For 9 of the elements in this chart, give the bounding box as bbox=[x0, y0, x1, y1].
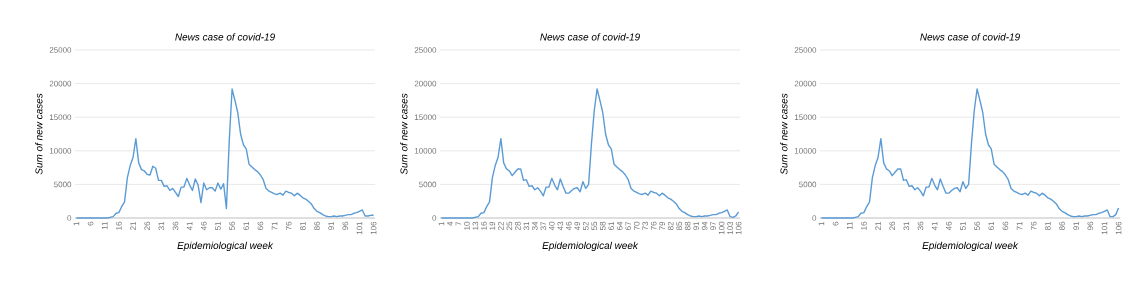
chart-title: News case of covid-19 bbox=[540, 33, 640, 41]
y-axis-title: Sum of new cases bbox=[780, 93, 788, 175]
y-axis-title: Sum of new cases bbox=[35, 93, 43, 175]
x-axis-title: Epidemiological week bbox=[177, 241, 274, 251]
x-axis-title: Epidemiological week bbox=[922, 241, 1019, 251]
y-axis-title: Sum of new cases bbox=[400, 93, 408, 175]
chart-title: News case of covid-19 bbox=[175, 33, 275, 41]
x-axis-title: Epidemiological week bbox=[542, 241, 639, 251]
chart-title: News case of covid-19 bbox=[920, 33, 1020, 41]
